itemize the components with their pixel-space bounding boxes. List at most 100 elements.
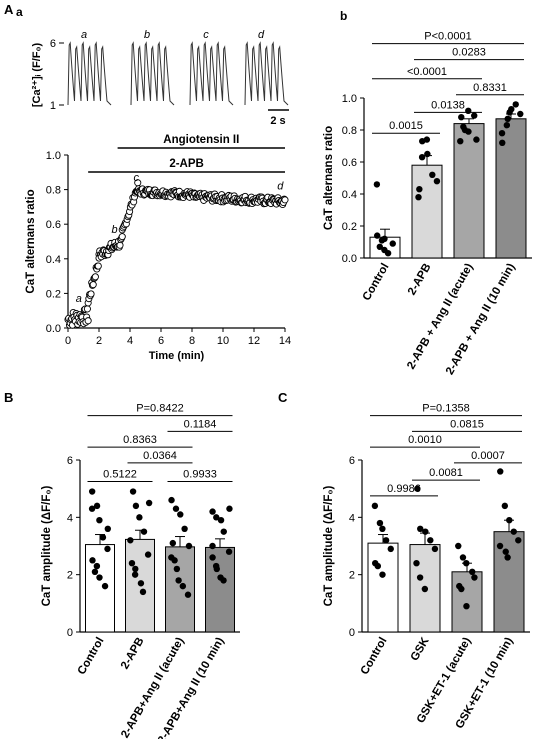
y-tick-label: 4	[349, 512, 355, 524]
data-point	[281, 196, 289, 204]
data-point	[455, 542, 462, 550]
y-tick-label: 0.8	[46, 185, 61, 197]
data-point	[184, 591, 192, 598]
data-point	[387, 545, 394, 553]
trace-letter-a: a	[81, 29, 87, 41]
data-point	[84, 317, 92, 325]
data-point	[515, 537, 522, 544]
point-annotation: d	[277, 181, 284, 193]
p-value-label: 0.0364	[143, 450, 177, 462]
data-point	[376, 519, 384, 527]
chart-alternans-timecourse: 0.0 0.2 0.4 0.6 0.8 1.0 0 2 4 6 8 10 12 14 Time (min) C…	[25, 134, 291, 362]
panel-label-B: B	[4, 390, 13, 405]
data-point	[96, 574, 103, 581]
trace-group-d: d	[244, 29, 289, 106]
traces-ymin-label: 1	[50, 100, 56, 112]
x-tick-label: 2-APB	[406, 262, 434, 298]
trace-group-c: c	[189, 29, 234, 106]
data-point	[89, 557, 96, 564]
data-point	[87, 290, 95, 298]
data-point	[99, 534, 107, 541]
data-point	[175, 577, 182, 584]
data-point	[88, 505, 96, 512]
y-tick-label: 0	[67, 627, 73, 639]
data-point	[497, 468, 504, 475]
data-point	[417, 525, 424, 532]
data-point	[173, 565, 181, 573]
data-point	[379, 571, 386, 578]
data-point	[140, 528, 148, 535]
p-value-label: 0.9986	[387, 483, 421, 495]
data-point	[501, 502, 509, 510]
data-point	[416, 186, 423, 193]
data-point	[89, 281, 97, 289]
data-point	[225, 548, 233, 555]
data-point	[506, 109, 513, 116]
y-axis-label: CaT alternans ratio	[25, 189, 37, 293]
p-value-label: 0.1184	[184, 418, 217, 430]
data-point	[471, 112, 478, 119]
data-point	[91, 568, 99, 575]
data-point	[213, 514, 220, 521]
data-point	[226, 505, 233, 512]
point-annotation: a	[76, 293, 82, 305]
data-point	[209, 542, 216, 550]
trace-line-a	[67, 41, 112, 106]
data-point	[384, 250, 392, 257]
x-tick-label: 6	[158, 335, 164, 347]
trace-group-b: b	[130, 29, 175, 106]
point-annotation: b	[111, 224, 117, 236]
data-point	[473, 136, 480, 143]
p-value-label: 0.0015	[389, 120, 423, 132]
data-point	[421, 585, 429, 593]
data-point	[374, 562, 381, 570]
data-point	[127, 537, 134, 544]
bar	[493, 531, 525, 633]
data-point	[423, 136, 431, 143]
data-point	[469, 568, 476, 575]
data-point	[171, 557, 178, 564]
data-point	[510, 528, 517, 535]
p-value-label: P=0.8422	[136, 403, 183, 415]
data-point	[379, 525, 386, 532]
traces-ylabel: [Ca²⁺]ᵢ (F/F₀)	[31, 43, 43, 108]
data-point	[459, 554, 467, 561]
data-point	[504, 115, 511, 123]
data-point	[144, 551, 152, 558]
data-point	[463, 603, 470, 610]
x-tick-label: 0	[65, 335, 71, 347]
trace-line-c	[189, 41, 234, 106]
data-point	[506, 517, 513, 524]
data-point	[429, 171, 436, 178]
data-point	[413, 560, 420, 567]
data-point	[93, 502, 101, 510]
data-point	[433, 178, 441, 185]
y-tick-label: 2	[349, 570, 355, 582]
x-tick-label: GSK	[409, 635, 432, 663]
data-point	[217, 517, 225, 524]
data-point	[422, 528, 429, 535]
trace-line-b	[130, 41, 175, 106]
x-tick-label: Control	[76, 636, 107, 677]
data-point	[132, 565, 139, 573]
data-point	[415, 194, 422, 201]
p-value-label: 0.0081	[429, 467, 463, 479]
data-point	[465, 107, 472, 115]
calcium-traces: [Ca²⁺]ᵢ (F/F₀) 6 1 a b c d 2 s	[31, 29, 289, 127]
data-point	[139, 588, 147, 596]
data-point	[496, 542, 504, 550]
data-point	[220, 577, 227, 584]
data-point	[463, 560, 470, 567]
x-tick-label: 14	[279, 335, 291, 347]
data-point	[382, 537, 390, 544]
bar	[451, 571, 483, 633]
y-tick-label: 0.8	[342, 125, 357, 137]
bar	[367, 542, 399, 633]
x-tick-label: 8	[189, 335, 195, 347]
p-value-label: 0.0007	[471, 450, 505, 462]
data-point	[374, 232, 381, 239]
bar	[495, 118, 527, 259]
y-tick-label: 0.6	[342, 157, 357, 169]
